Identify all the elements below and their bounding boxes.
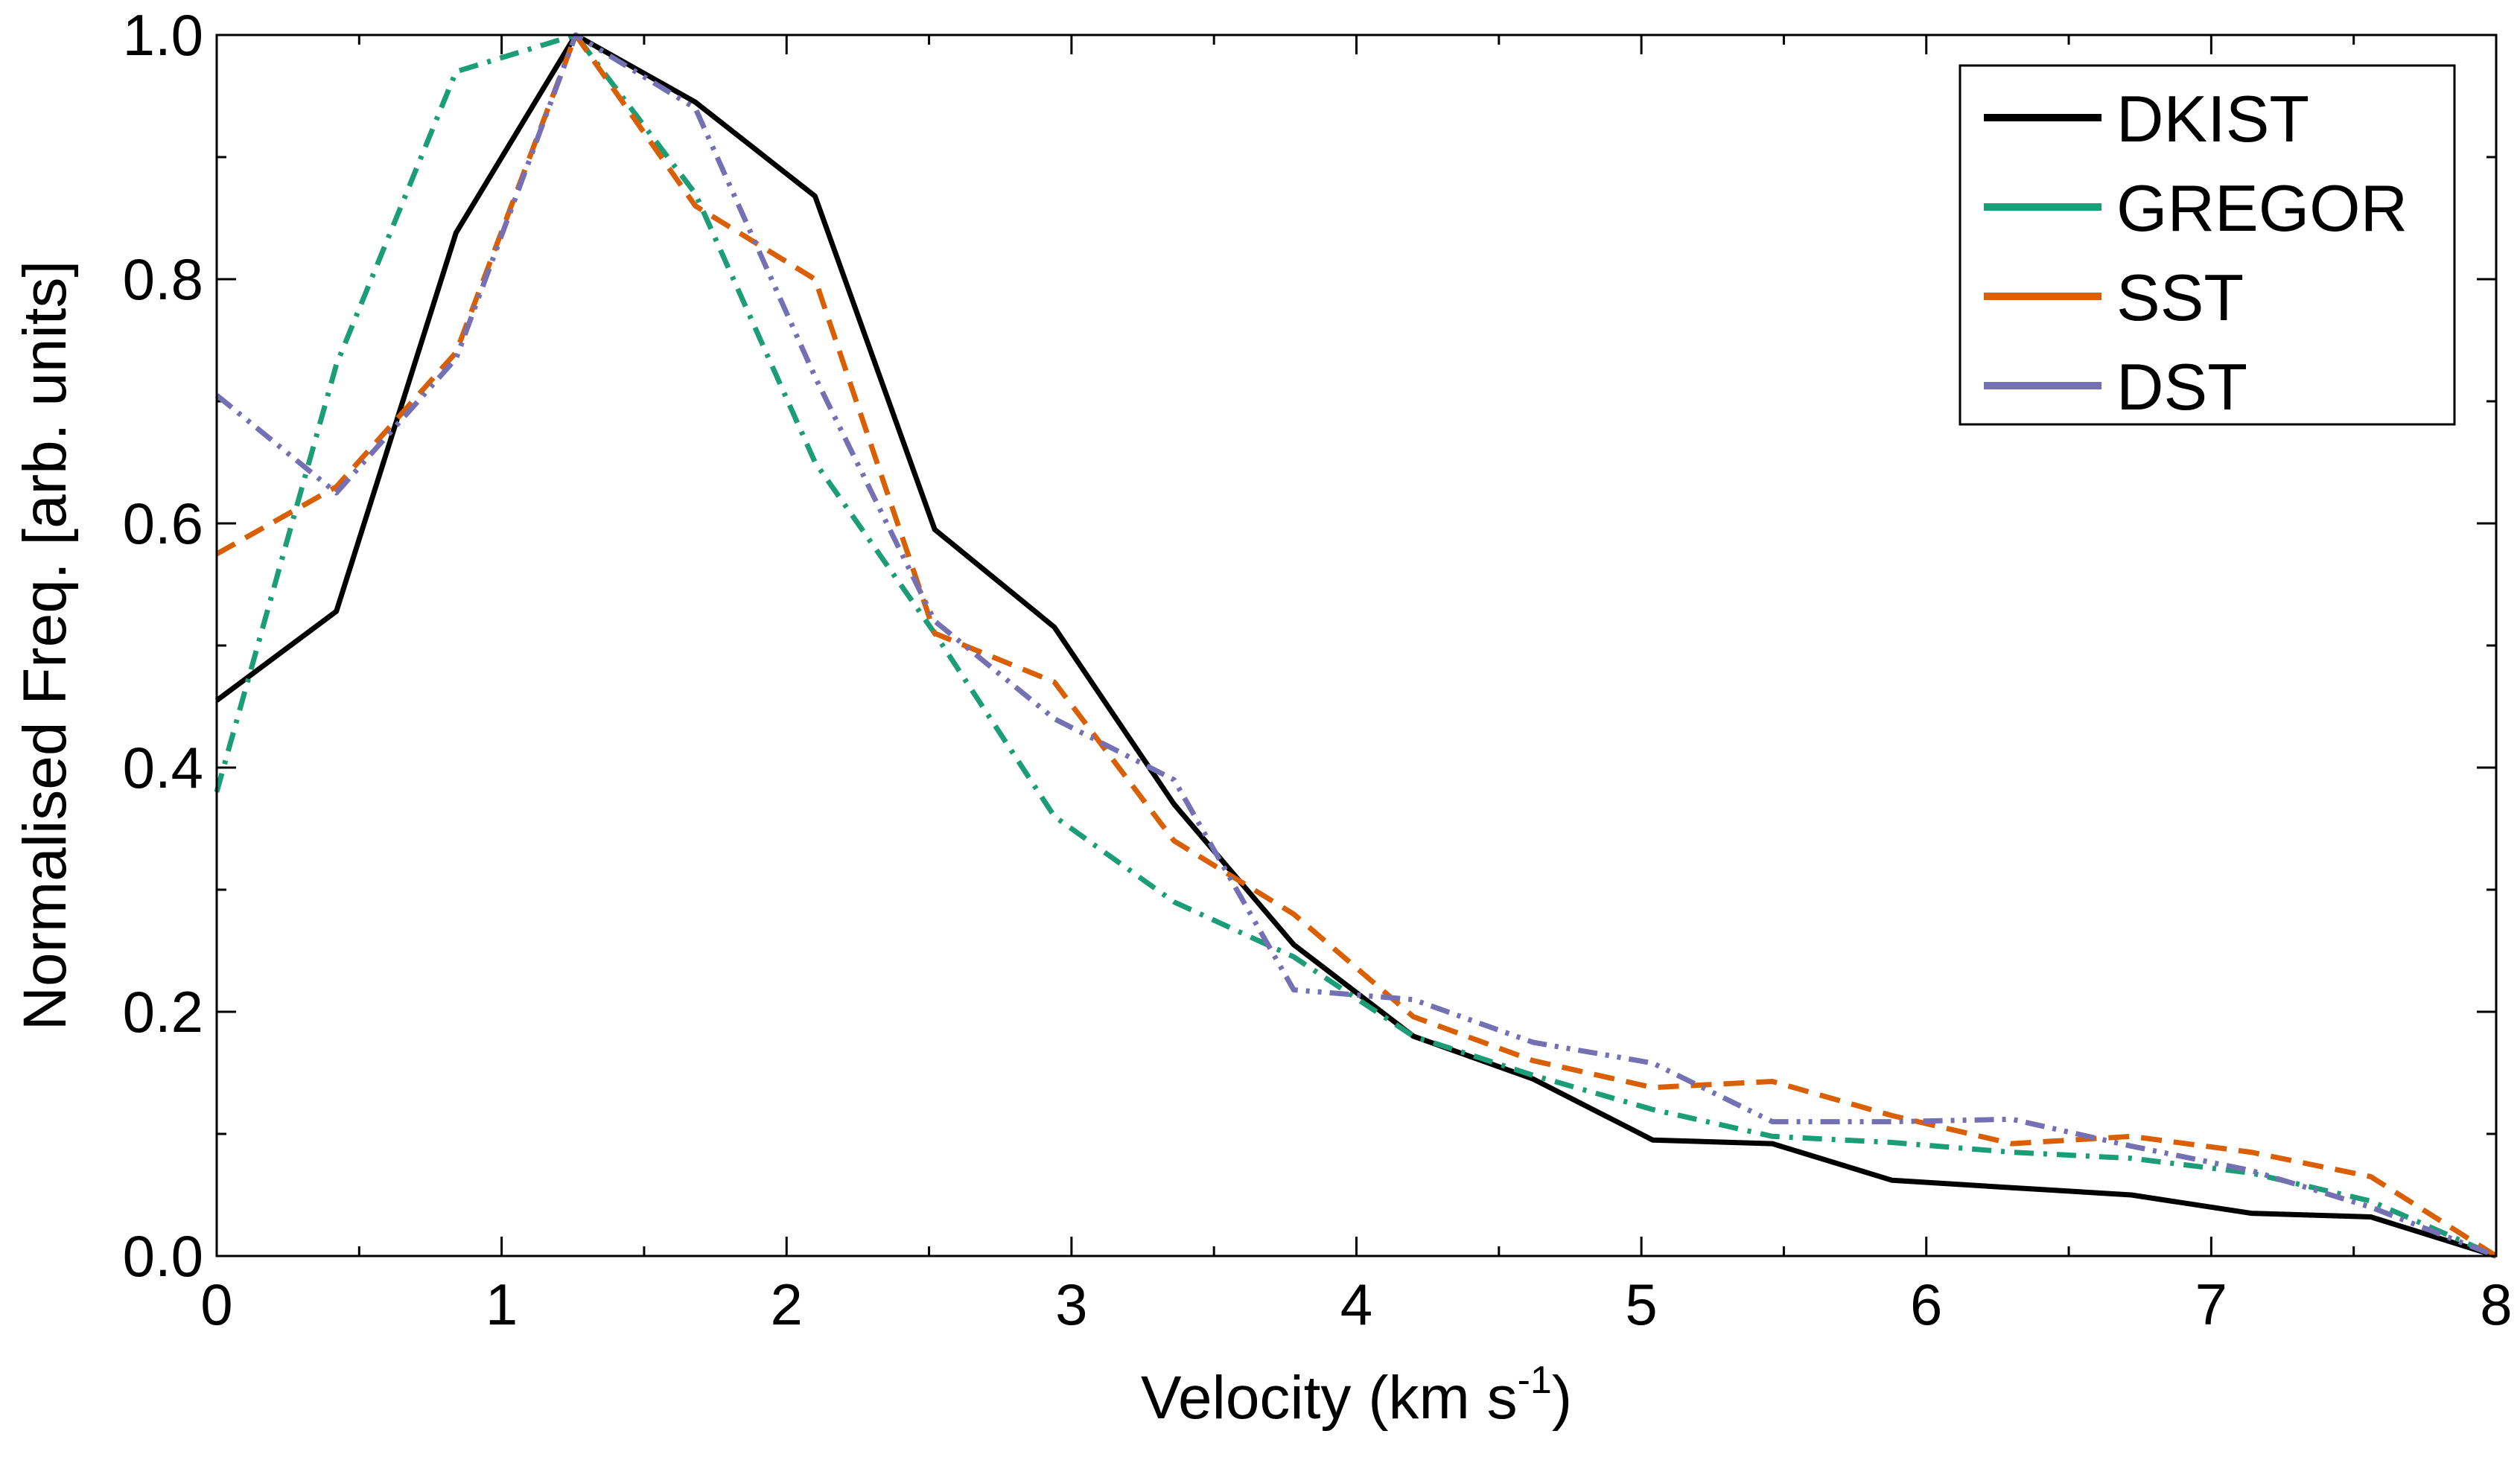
y-tick-label: 0.0 [123, 1223, 203, 1289]
legend: DKIST GREGOR SST DST [1959, 64, 2456, 426]
tick-labels: 0 1 2 3 4 5 6 7 8 0.0 0.2 0.4 0.6 0.8 1.0 [123, 2, 2513, 1337]
series-line-dkist [214, 32, 2498, 1259]
legend-label-sst: SST [2116, 261, 2244, 334]
y-tick-label: 0.8 [123, 246, 203, 312]
y-tick-label: 0.6 [123, 491, 203, 556]
x-tick-label: 2 [771, 1272, 803, 1337]
y-tick-label: 0.4 [123, 735, 203, 800]
y-axis-title: Normalised Freq. [arb. units] [11, 261, 79, 1031]
series-lines [214, 32, 2498, 1259]
x-tick-label: 0 [200, 1272, 232, 1337]
legend-label-dst: DST [2116, 350, 2247, 424]
x-tick-label: 8 [2480, 1272, 2512, 1337]
x-tick-label: 4 [1340, 1272, 1372, 1337]
series-line-gregor [214, 32, 2498, 1259]
x-tick-label: 7 [2195, 1272, 2227, 1337]
y-tick-label: 0.2 [123, 979, 203, 1045]
series-line-sst [215, 32, 2498, 1258]
x-tick-label: 1 [486, 1272, 518, 1337]
legend-label-gregor: GREGOR [2116, 171, 2408, 245]
x-tick-label: 3 [1055, 1272, 1087, 1337]
x-tick-label: 5 [1625, 1272, 1657, 1337]
legend-box [1959, 64, 2456, 426]
plot-frame [215, 34, 2498, 1257]
x-axis-title: Velocity (km s-1) [1141, 1359, 1572, 1432]
y-tick-label: 1.0 [123, 2, 203, 68]
legend-label-dkist: DKIST [2116, 82, 2309, 156]
x-tick-label: 6 [1910, 1272, 1942, 1337]
